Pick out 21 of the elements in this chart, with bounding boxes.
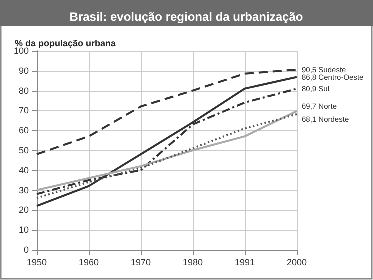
- y-tick-label: 50: [18, 146, 29, 156]
- y-tick-label: 0: [24, 245, 29, 255]
- y-tick-label: 10: [18, 225, 29, 236]
- x-tick-label: 1980: [182, 258, 204, 268]
- y-tick-label: 70: [18, 106, 29, 116]
- y-axis-title: % da população urbana: [15, 38, 118, 48]
- y-tick-label: 20: [18, 205, 29, 216]
- y-tick-label: 40: [18, 165, 29, 176]
- y-tick-label: 100: [14, 46, 29, 56]
- line-series: [36, 76, 298, 208]
- x-tick-label: 1970: [130, 258, 152, 268]
- line-series: [36, 68, 298, 156]
- y-tick-label: 60: [18, 126, 29, 136]
- y-tick-label: 90: [18, 66, 29, 76]
- x-tick-label: 2000: [286, 258, 308, 268]
- y-tick-label: 80: [18, 86, 29, 96]
- x-tick-label: 1950: [26, 258, 48, 268]
- x-tick-label: 1991: [234, 258, 256, 268]
- x-tick-label: 1960: [78, 258, 100, 268]
- chart-title: Brasil: evolução regional da urbanização: [70, 10, 304, 24]
- y-tick-label: 30: [18, 185, 29, 196]
